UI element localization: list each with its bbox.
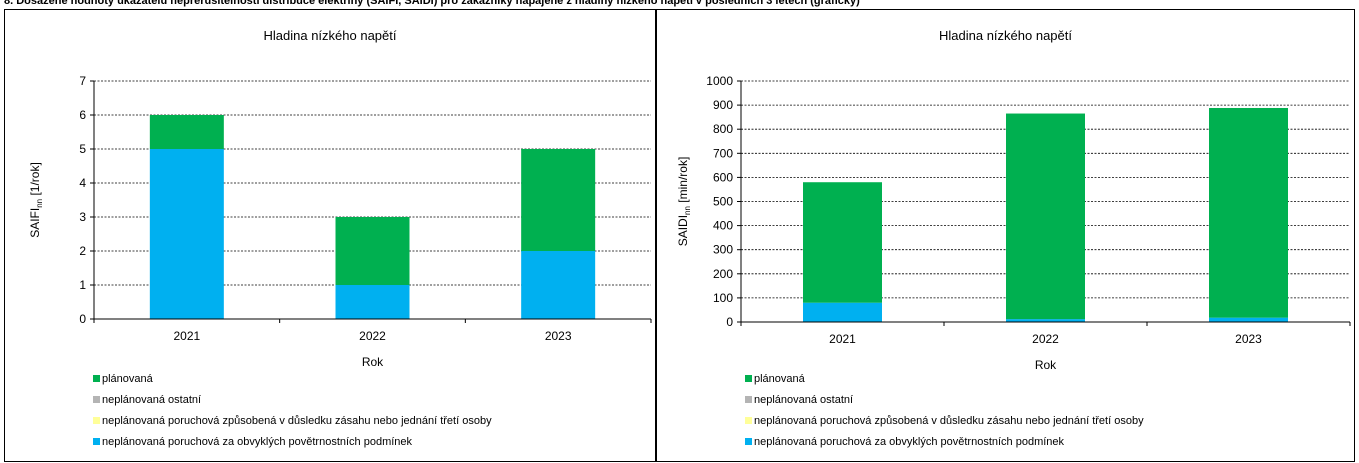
legend-label: plánovaná	[102, 373, 153, 385]
y-tick-label: 0	[726, 315, 733, 329]
legend-label: neplánovaná poruchová způsobená v důsled…	[754, 415, 1144, 427]
legend-label: neplánovaná poruchová za obvyklých povět…	[102, 436, 413, 448]
y-tick-label: 4	[79, 176, 86, 190]
bar-segment	[335, 217, 410, 285]
legend-item: neplánovaná poruchová způsobená v důsled…	[745, 414, 1144, 428]
saifi-chart: 0 1 2 3 4 5 6 7 2021 2022 2023 SAIFInn [1/rok]	[28, 74, 652, 343]
y-tick-label: 5	[79, 142, 86, 156]
legend-item: neplánovaná ostatní	[93, 393, 201, 407]
saidi-chart: 0 100 200 300 400 500 600 700 800 900 1000 2021 2022…	[676, 74, 1351, 346]
legend-swatch	[93, 417, 100, 424]
x-tick-label: 2023	[545, 329, 572, 343]
y-axis-label: SAIFInn [1/rok]	[28, 162, 44, 238]
legend-label: neplánovaná ostatní	[102, 394, 202, 406]
y-tick-label: 700	[713, 146, 733, 160]
x-tick-label: 2022	[359, 329, 386, 343]
y-tick-label: 800	[713, 122, 733, 136]
legend-label: plánovaná	[754, 373, 805, 385]
y-tick-label: 300	[713, 243, 733, 257]
page-header: 8. Dosažené hodnoty ukazatelů nepřerušit…	[4, 0, 860, 7]
bar-segment	[1006, 113, 1085, 320]
y-tick-label: 3	[79, 210, 86, 224]
legend-swatch	[745, 375, 752, 382]
bar-segment	[521, 251, 596, 319]
legend-item: neplánovaná ostatní	[745, 393, 853, 407]
bar-segment	[521, 149, 596, 251]
saifi-chart-panel: Hladina nízkého napětí 0 1 2 3 4 5 6 7 2021 2022 2…	[4, 9, 656, 462]
legend-swatch	[93, 375, 100, 382]
legend-item: neplánovaná poruchová za obvyklých povět…	[93, 435, 412, 449]
saidi-chart-panel: Hladina nízkého napětí 0 100 200 300 400 500 6…	[656, 9, 1355, 462]
bar-segment	[1006, 319, 1085, 322]
legend-swatch	[745, 417, 752, 424]
bar-segment	[335, 285, 410, 319]
chart-title: Hladina nízkého napětí	[939, 28, 1072, 43]
bar-segment	[149, 115, 224, 149]
legend-item: plánovaná	[93, 372, 153, 386]
x-tick-label: 2022	[1032, 332, 1059, 346]
y-tick-label: 200	[713, 267, 733, 281]
bar-segment	[1209, 317, 1288, 322]
y-tick-label: 7	[79, 74, 86, 88]
bar-segment	[803, 302, 882, 322]
x-tick-label: 2021	[173, 329, 200, 343]
y-tick-label: 600	[713, 170, 733, 184]
legend-item: plánovaná	[745, 372, 805, 386]
bar-segment	[1209, 107, 1288, 318]
y-tick-label: 1	[79, 278, 86, 292]
legend-label: neplánovaná ostatní	[754, 394, 854, 406]
legend-item: neplánovaná poruchová způsobená v důsled…	[93, 414, 492, 428]
y-tick-label: 400	[713, 219, 733, 233]
legend-swatch	[745, 396, 752, 403]
y-tick-label: 2	[79, 244, 86, 258]
bar-segment	[803, 182, 882, 303]
legend-swatch	[93, 438, 100, 445]
legend-label: neplánovaná poruchová za obvyklých povět…	[754, 436, 1065, 448]
y-axis-label: SAIDInn [min/rok]	[676, 157, 692, 247]
y-tick-label: 500	[713, 195, 733, 209]
x-axis-label: Rok	[1034, 358, 1057, 372]
legend-label: neplánovaná poruchová způsobená v důsled…	[102, 415, 492, 427]
x-axis-label: Rok	[361, 355, 384, 369]
y-tick-label: 0	[79, 312, 86, 326]
x-tick-label: 2023	[1235, 332, 1262, 346]
y-tick-label: 100	[713, 291, 733, 305]
y-tick-label: 1000	[706, 74, 733, 88]
y-tick-label: 6	[79, 108, 86, 122]
x-tick-label: 2021	[829, 332, 856, 346]
y-tick-label: 900	[713, 98, 733, 112]
legend-swatch	[745, 438, 752, 445]
chart-title: Hladina nízkého napětí	[263, 28, 397, 43]
bar-segment	[149, 149, 224, 319]
legend-item: neplánovaná poruchová za obvyklých povět…	[745, 435, 1064, 449]
legend-swatch	[93, 396, 100, 403]
